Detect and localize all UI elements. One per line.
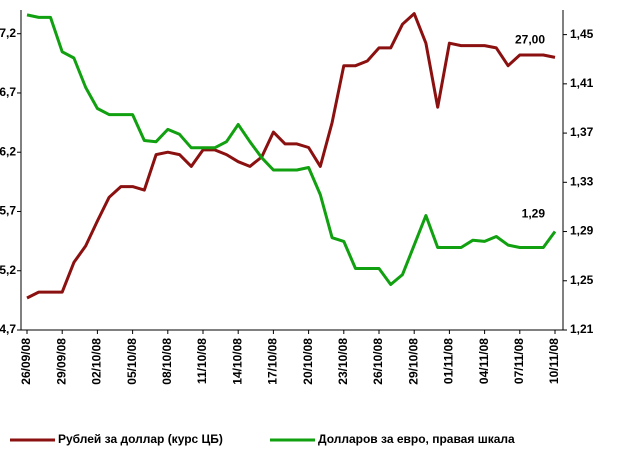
y-tick-label: 26,7 — [0, 85, 16, 99]
y2-tick-label: 1,33 — [570, 174, 594, 188]
x-tick-label: 05/10/08 — [125, 338, 139, 385]
y-tick-label: 26,2 — [0, 144, 16, 158]
x-tick-label: 10/11/08 — [547, 338, 561, 384]
x-tick-label: 26/10/08 — [371, 338, 385, 385]
y2-tick-label: 1,45 — [570, 27, 594, 41]
x-tick-label: 04/11/08 — [477, 338, 491, 384]
value-label: 27,00 — [515, 33, 545, 47]
y-tick-label: 27,2 — [0, 26, 16, 40]
legend-label: Рублей за доллар (курс ЦБ) — [58, 432, 223, 446]
x-tick-label: 07/11/08 — [512, 338, 526, 384]
y-tick-label: 24,7 — [0, 322, 16, 336]
y-tick-label: 25,7 — [0, 204, 16, 218]
y2-tick-label: 1,37 — [570, 125, 594, 139]
y2-tick-label: 1,41 — [570, 76, 594, 90]
y2-tick-label: 1,29 — [570, 224, 594, 238]
series-line — [26, 13, 557, 286]
x-tick-label: 02/10/08 — [90, 338, 104, 385]
series-line — [26, 12, 556, 300]
x-tick-label: 26/09/08 — [19, 338, 33, 385]
legend-label: Долларов за евро, правая шкала — [318, 432, 515, 446]
x-tick-label: 14/10/08 — [230, 338, 244, 385]
value-label: 1,29 — [522, 207, 546, 221]
y2-tick-label: 1,21 — [570, 322, 594, 336]
x-tick-label: 23/10/08 — [336, 338, 350, 385]
y-tick-label: 25,2 — [0, 263, 16, 277]
x-tick-label: 11/10/08 — [195, 338, 209, 384]
x-tick-label: 20/10/08 — [301, 338, 315, 385]
x-tick-label: 29/10/08 — [406, 338, 420, 385]
x-tick-label: 08/10/08 — [160, 338, 174, 385]
x-tick-label: 01/11/08 — [442, 338, 456, 384]
x-tick-label: 29/09/08 — [54, 338, 68, 385]
x-tick-label: 17/10/08 — [266, 338, 280, 385]
y2-tick-label: 1,25 — [570, 273, 594, 287]
